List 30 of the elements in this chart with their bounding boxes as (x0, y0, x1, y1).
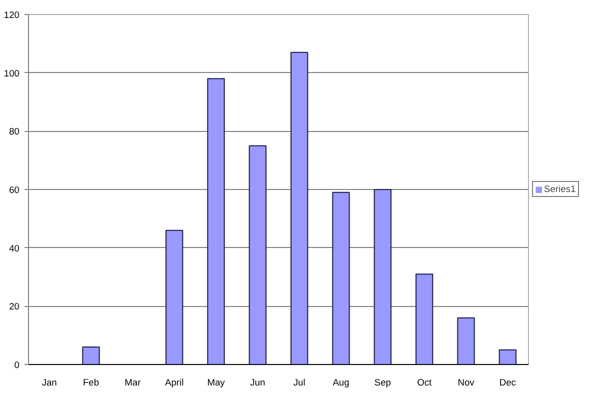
x-tick-label: Sep (374, 378, 391, 388)
x-tick-label: Jul (293, 378, 306, 388)
bar (82, 346, 100, 364)
x-tick-label: Jun (250, 378, 266, 388)
y-tick-label: 0 (14, 360, 20, 370)
y-tick-label: 100 (4, 68, 20, 78)
y-tick-label: 60 (9, 185, 20, 195)
bar (374, 189, 392, 364)
bar (416, 274, 434, 364)
x-tick-label: Dec (499, 378, 516, 388)
x-tick-label: Aug (332, 378, 350, 388)
legend-label: Series1 (544, 184, 576, 194)
x-tick-label: April (165, 378, 184, 388)
bar (207, 78, 225, 364)
x-tick-label: May (207, 378, 226, 388)
y-tick-label: 80 (9, 126, 20, 137)
y-tick-label: 20 (9, 302, 20, 312)
y-tick-label: 40 (9, 243, 20, 254)
x-tick-label: Jan (42, 378, 57, 388)
bar (166, 230, 184, 364)
bar (332, 192, 350, 364)
bar (457, 317, 475, 364)
y-tick-label: 120 (4, 10, 20, 20)
x-tick-label: Mar (124, 378, 141, 388)
bar (290, 52, 308, 364)
x-tick-label: Feb (82, 378, 100, 388)
bar (248, 145, 266, 364)
x-tick-label: Nov (458, 378, 475, 388)
x-tick-label: Oct (417, 378, 432, 388)
bar (498, 349, 516, 364)
